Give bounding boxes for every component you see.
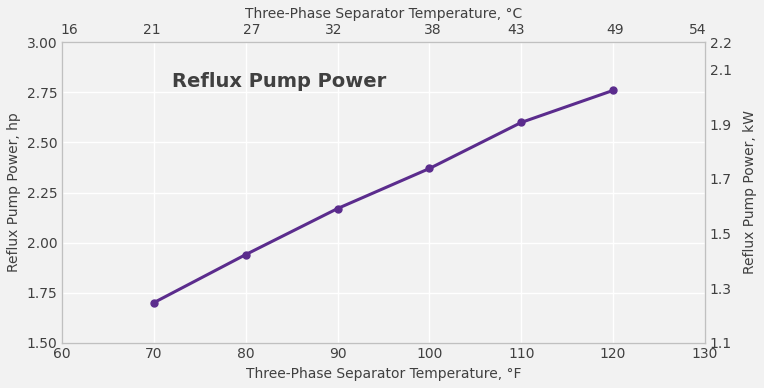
X-axis label: Three-Phase Separator Temperature, °F: Three-Phase Separator Temperature, °F — [246, 367, 521, 381]
X-axis label: Three-Phase Separator Temperature, °C: Three-Phase Separator Temperature, °C — [245, 7, 522, 21]
Y-axis label: Reflux Pump Power, kW: Reflux Pump Power, kW — [743, 111, 757, 274]
Text: Reflux Pump Power: Reflux Pump Power — [173, 73, 387, 92]
Y-axis label: Reflux Pump Power, hp: Reflux Pump Power, hp — [7, 113, 21, 272]
